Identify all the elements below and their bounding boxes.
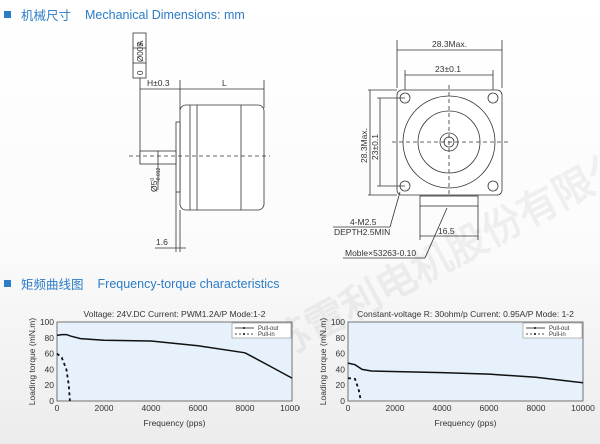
x-tick-label: 6000 — [189, 403, 208, 413]
y-axis-label: Loading torque (mN.m) — [318, 318, 328, 406]
legend-marker — [243, 333, 245, 335]
tolerance-frame-0: 0 — [136, 70, 145, 75]
y-tick-label: 20 — [45, 380, 55, 390]
y-tick-label: 100 — [331, 317, 345, 327]
shaft-diameter: Ø50-0.012 — [149, 167, 162, 192]
y-tick-label: 80 — [336, 333, 346, 343]
y-tick-label: 40 — [336, 364, 346, 374]
x-tick-label: 0 — [55, 403, 60, 413]
series-line-pull-out — [56, 333, 293, 379]
screw-depth: DEPTH2.5MIN — [334, 227, 390, 237]
y-tick-label: 80 — [45, 333, 55, 343]
frequency-torque-heading: 矩频曲线图 Frequency-torque characteristics — [4, 274, 280, 293]
screw-spec: 4-M2.5 — [350, 217, 377, 227]
mechanical-drawing: 0 Ø005 A H±0.3 L Ø50-0.012 1.6 28.3Max. … — [129, 32, 508, 259]
x-tick-label: 8000 — [527, 403, 546, 413]
x-tick-label: 2000 — [386, 403, 405, 413]
legend-label: Pull-in — [549, 332, 566, 338]
legend-label: Pull-in — [258, 332, 275, 338]
chart-title: Constant-voltage R: 30ohm/p Current: 0.9… — [357, 309, 574, 319]
l-dimension: L — [222, 78, 227, 88]
heading-en: Mechanical Dimensions: mm — [85, 7, 245, 22]
tolerance-frame-value: Ø005 — [136, 42, 145, 62]
height-max: 28.3Max. — [359, 128, 369, 163]
series-line-pull-out — [347, 362, 584, 384]
y-tick-label: 0 — [340, 396, 345, 406]
y-tick-label: 20 — [336, 380, 346, 390]
bullet-square-icon — [4, 11, 11, 18]
side-view: 0 Ø005 A H±0.3 L Ø50-0.012 1.6 — [129, 32, 270, 252]
x-axis-label: Frequency (pps) — [435, 418, 497, 428]
tolerance-frame-datum: A — [136, 40, 145, 46]
series-line-pull-in — [56, 352, 71, 402]
width-max: 28.3Max. — [432, 39, 467, 49]
x-tick-label: 6000 — [480, 403, 499, 413]
legend-marker — [243, 327, 245, 329]
hole-pitch-horizontal: 23±0.1 — [435, 64, 461, 74]
hole-pitch-vertical: 23±0.1 — [370, 134, 380, 160]
heading-cn: 矩频曲线图 — [21, 278, 84, 292]
y-tick-label: 40 — [45, 364, 55, 374]
torque-chart-1: Voltage: 24V.DC Current: PWM1.2A/P Mode:… — [27, 309, 300, 428]
torque-chart-2: Constant-voltage R: 30ohm/p Current: 0.9… — [318, 309, 595, 428]
flange-thickness: 1.6 — [156, 237, 168, 247]
legend — [522, 322, 583, 339]
legend-label: Pull-out — [549, 326, 570, 332]
y-axis-label: Loading torque (mN.m) — [27, 318, 37, 406]
connector-width: 16.5 — [438, 226, 455, 236]
y-tick-label: 60 — [336, 349, 346, 359]
x-tick-label: 2000 — [95, 403, 114, 413]
bullet-square-icon — [4, 280, 11, 287]
y-tick-label: 100 — [40, 317, 54, 327]
h-dimension: H±0.3 — [147, 78, 170, 88]
y-tick-label: 0 — [49, 396, 54, 406]
chart-title: Voltage: 24V.DC Current: PWM1.2A/P Mode:… — [84, 309, 266, 319]
heading-cn: 机械尺寸 — [21, 9, 72, 23]
x-axis-label: Frequency (pps) — [144, 418, 206, 428]
x-tick-label: 4000 — [142, 403, 161, 413]
connector-spec: Moble×53263-0.10 — [345, 248, 416, 258]
legend-marker — [534, 327, 536, 329]
x-tick-label: 8000 — [236, 403, 255, 413]
heading-en: Frequency-torque characteristics — [97, 276, 280, 291]
x-tick-label: 10000 — [571, 403, 595, 413]
x-tick-label: 4000 — [433, 403, 452, 413]
x-tick-label: 10000 — [280, 403, 300, 413]
series-line-pull-in — [347, 377, 362, 402]
x-tick-label: 0 — [346, 403, 351, 413]
front-view: 28.3Max. 23±0.1 28.3Max. 23±0.1 16.5 4-M… — [333, 39, 508, 259]
mechanical-dimensions-heading: 机械尺寸 Mechanical Dimensions: mm — [4, 5, 245, 24]
y-tick-label: 60 — [45, 349, 55, 359]
legend-label: Pull-out — [258, 326, 279, 332]
legend — [231, 322, 292, 339]
legend-marker — [534, 333, 536, 335]
